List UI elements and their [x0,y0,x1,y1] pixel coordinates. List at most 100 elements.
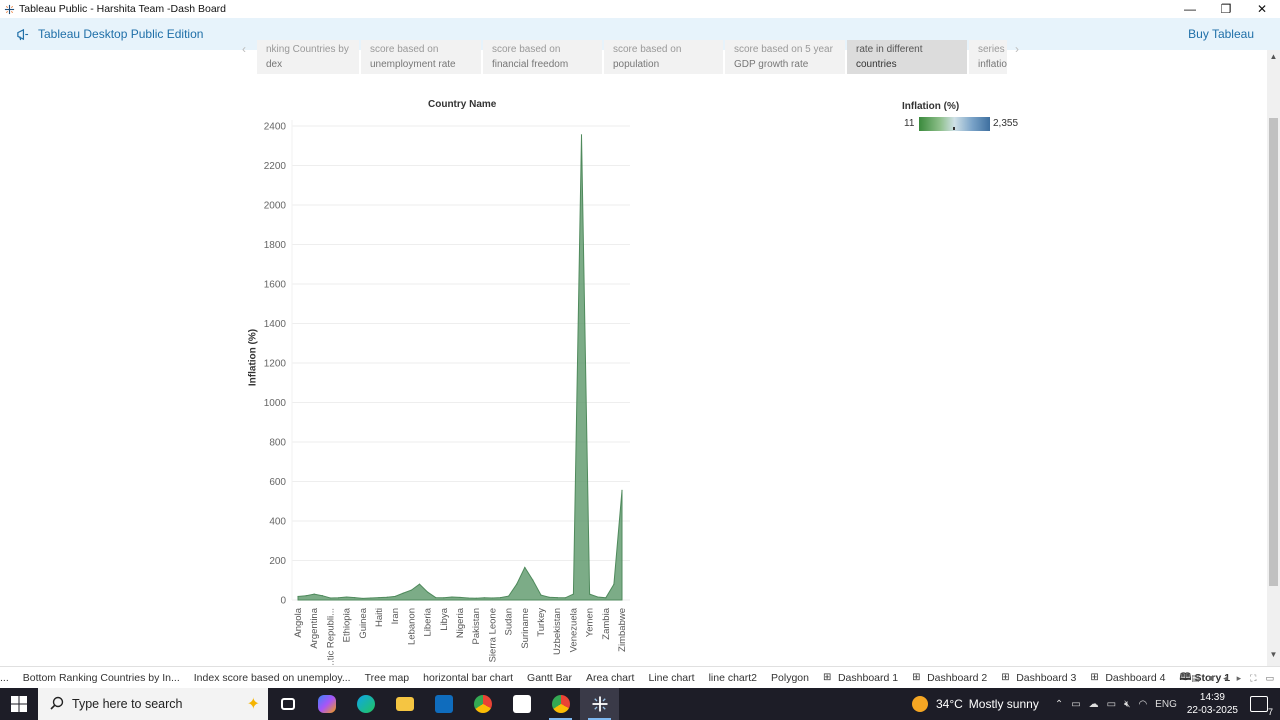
y-tick-label: 600 [269,477,286,488]
sheet-tab[interactable]: ... [0,667,16,689]
story-point-3[interactable]: score based on population [604,40,723,74]
sheet-tab[interactable]: ⊞ Dashboard 3 [994,667,1083,689]
data-point [313,593,315,595]
sheet-tab[interactable]: line chart2 [702,667,764,689]
data-point [346,596,348,598]
story-point-caption-line2: population [613,59,660,70]
sheet-tab-label: Tree map [364,671,410,684]
show-hidden-icons-icon[interactable]: ⌃ [1054,698,1064,710]
sheet-tab[interactable]: ⊞ Dashboard 2 [905,667,994,689]
presentation-mode-icon[interactable]: ⛶ [1250,672,1257,683]
search-placeholder: Type here to search [72,697,183,711]
close-button[interactable]: ✕ [1256,2,1268,16]
data-point [589,593,591,595]
clock-time: 14:39 [1199,692,1225,703]
story-point-4[interactable]: score based on 5 year GDP growth rate [725,40,845,74]
y-tick-label: 1000 [264,398,287,409]
inflation-area[interactable] [297,134,623,601]
sheet-tab[interactable]: horizontal bar chart [416,667,520,689]
sheet-tab[interactable]: Polygon [764,667,816,689]
restore-button[interactable]: ❐ [1220,2,1232,16]
sheet-tab[interactable]: Tree map [358,667,417,689]
x-tick-label: Libya [439,607,450,630]
legend-color-ramp[interactable] [919,117,990,131]
sheet-tab[interactable]: 🕮︎ Story 1 [1172,667,1237,689]
data-point [483,597,485,599]
y-tick-label: 200 [269,556,286,567]
x-tick-label: Argentina [309,607,320,648]
taskbar-search[interactable]: Type here to search ✦ [38,688,268,720]
fit-icon[interactable]: ▭ [1265,672,1274,683]
x-tick-label: Iran [390,608,401,624]
task-view-icon[interactable] [268,688,307,720]
sheet-tab[interactable]: Gantt Bar [520,667,579,689]
scroll-down-icon[interactable]: ▼ [1269,650,1278,659]
show-tabs-icon[interactable]: ■ [1208,673,1215,683]
chrome-icon[interactable] [463,688,502,720]
volume-icon[interactable]: 🔇︎ [1124,698,1131,710]
copilot-icon[interactable] [307,688,346,720]
wifi-icon[interactable]: ◠ [1138,698,1148,710]
sheet-tab[interactable]: Area chart [579,667,641,689]
data-point [459,596,461,599]
sheet-tab[interactable]: Bottom Ranking Countries by In... [16,667,187,689]
show-filmstrip-icon[interactable]: ▤ [1191,672,1200,683]
story-points: nking Countries by dex score based on unemp… [257,40,1007,74]
tableau-taskbar-icon[interactable] [580,688,619,720]
dashboard-icon: ⊞ [1090,671,1099,683]
data-point [613,583,615,585]
edition-label: Tableau Desktop Public Edition [38,27,204,41]
scroll-thumb[interactable] [1269,118,1278,586]
story-point-2[interactable]: score based on financial freedom [483,40,602,74]
sheet-tab-label: Area chart [585,671,635,684]
story-point-caption-line2: countries [856,59,897,70]
sheet-tab[interactable]: ⊞ Dashboard 1 [816,667,905,689]
scroll-up-icon[interactable]: ▲ [1269,52,1278,61]
data-point [516,583,518,585]
vertical-scrollbar[interactable]: ▲ ▼ [1267,50,1280,666]
store-icon[interactable] [502,688,541,720]
story-point-caption-line1: nking Countries by [266,44,349,55]
story-point-6[interactable]: series inflatio [969,40,1007,74]
x-tick-label: Nigeria [455,607,466,638]
data-point [402,592,404,594]
data-point [443,597,445,599]
story-icon: 🕮︎ [1179,671,1192,683]
search-icon [50,696,64,713]
sheet-tab-label: Dashboard 3 [1016,671,1077,684]
weather-widget[interactable]: 34°C Mostly sunny [911,696,1039,712]
onedrive-icon[interactable]: ☁ [1088,698,1099,710]
x-tick-label: Venezuela [568,607,579,652]
outlook-icon[interactable] [424,688,463,720]
dashboard-icon: ⊞ [912,671,921,683]
sheet-tab-label: Bottom Ranking Countries by In... [22,671,180,684]
notification-icon[interactable]: 7 [1250,696,1273,717]
edge-icon[interactable] [346,688,385,720]
tab-next-icon[interactable]: ▸ [1236,672,1242,683]
minimize-button[interactable]: — [1184,2,1196,16]
story-point-0[interactable]: nking Countries by dex [257,40,359,74]
chrome-profile-icon[interactable] [541,688,580,720]
buy-tableau-link[interactable]: Buy Tableau [1188,27,1254,41]
sheet-tab[interactable]: Index score based on unemploy... [187,667,358,689]
language-indicator[interactable]: ENG [1155,698,1177,710]
start-button[interactable] [0,688,38,720]
meet-icon[interactable]: ▭ [1071,698,1081,710]
story-prev-arrow-icon[interactable]: ‹ [242,42,246,56]
y-tick-label: 2000 [264,201,287,212]
sheet-tab-label: Dashboard 2 [927,671,988,684]
story-next-arrow-icon[interactable]: › [1015,42,1019,56]
sheet-tab[interactable]: Line chart [641,667,701,689]
clock[interactable]: 14:39 22-03-2025 [1187,691,1238,717]
data-point [580,134,583,136]
story-point-5[interactable]: rate in different countries [847,40,967,74]
area-chart[interactable]: 0 200 400 600 800 1000 1200 1400 1600 1800 2000 220… [240,110,640,666]
tab-prev-icon[interactable]: ◂ [1223,672,1228,683]
story-point-1[interactable]: score based on unemployment rate [361,40,481,74]
sheet-tab[interactable]: ⊞ Dashboard 4 [1083,667,1172,689]
sheet-tab-label: Dashboard 1 [837,671,899,684]
file-explorer-icon[interactable] [385,688,424,720]
story-point-caption-line2: financial freedom [492,59,569,70]
data-point [572,593,574,595]
battery-icon[interactable]: ▭ [1106,698,1117,710]
